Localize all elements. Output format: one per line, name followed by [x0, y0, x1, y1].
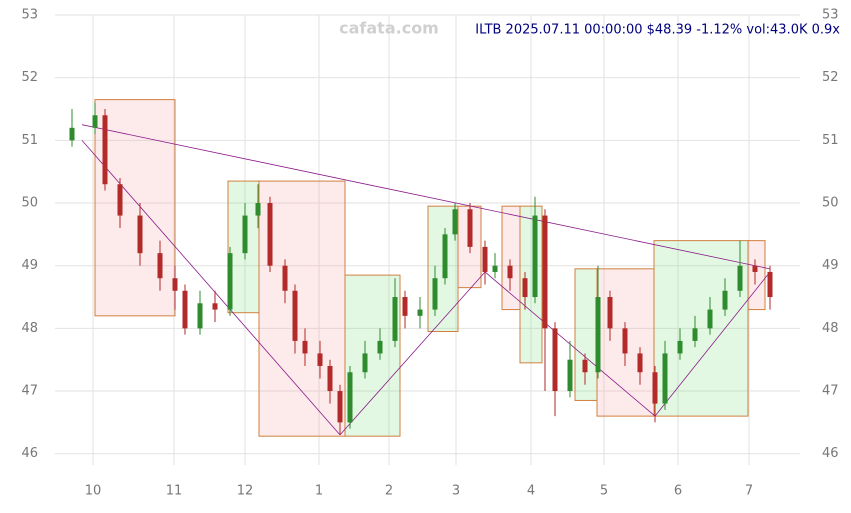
y-tick-label: 47 [21, 384, 38, 399]
candle-body [582, 359, 588, 373]
candle-body [377, 340, 383, 354]
x-tick-label: 6 [674, 484, 682, 499]
range-box [258, 180, 346, 437]
x-tick-label: 1 [315, 484, 323, 499]
candle-body [337, 391, 343, 423]
trend-line [339, 271, 486, 436]
y-tick-label: 49 [21, 258, 38, 273]
candle-body [227, 253, 233, 310]
candle-body [69, 127, 75, 141]
candle-body [522, 278, 528, 298]
candle-body [652, 372, 658, 404]
candle-body [182, 290, 188, 329]
candle-body [197, 303, 203, 329]
candle-body [347, 372, 353, 423]
candle-body [302, 340, 308, 354]
candle-body [492, 265, 498, 272]
candle-body [662, 353, 668, 404]
x-tick-label: 11 [166, 484, 183, 499]
y-tick-label-right: 46 [822, 446, 839, 461]
candle-body [622, 328, 628, 354]
x-tick-label: 10 [85, 484, 102, 499]
candle-body [595, 297, 601, 373]
candle-body [567, 359, 573, 392]
range-box [344, 274, 401, 437]
candle-body [442, 234, 448, 279]
range-box [747, 240, 766, 311]
y-tick-label-right: 47 [822, 384, 839, 399]
candle-body [117, 184, 123, 216]
candle-body [255, 203, 261, 216]
candle-body [317, 353, 323, 366]
candle-body [157, 253, 163, 279]
candle-body [767, 271, 773, 298]
y-tick-label-right: 50 [822, 196, 839, 211]
x-tick-label: 3 [452, 484, 460, 499]
y-tick-label: 52 [21, 70, 38, 85]
x-tick-label: 7 [745, 484, 753, 499]
candle-body [282, 265, 288, 291]
y-tick-label-right: 48 [822, 321, 839, 336]
y-tick-label: 48 [21, 321, 38, 336]
candle-body [362, 353, 368, 373]
candle-body [637, 353, 643, 373]
x-tick-label: 12 [237, 484, 254, 499]
candle-body [292, 290, 298, 341]
candle-body [552, 328, 558, 392]
y-tick-label: 50 [21, 196, 38, 211]
candle-body [507, 265, 513, 279]
candle-body [212, 303, 218, 310]
candle-body [722, 290, 728, 310]
candle-body [392, 297, 398, 341]
trend-line [81, 140, 341, 436]
range-box [653, 240, 749, 417]
x-tick-label: 5 [600, 484, 608, 499]
candle-body [607, 297, 613, 329]
candle-body [137, 215, 143, 254]
y-tick-label-right: 49 [822, 258, 839, 273]
y-tick-label-right: 53 [822, 8, 839, 23]
watermark: cafata.com [339, 19, 439, 38]
candle-body [242, 215, 248, 254]
candle-body [102, 115, 108, 185]
y-tick-label: 53 [21, 8, 38, 23]
candle-body [532, 215, 538, 298]
candle-body [482, 246, 488, 272]
trend-line [654, 271, 771, 417]
candle-body [172, 278, 178, 291]
x-tick-label: 4 [527, 484, 535, 499]
candle-body [692, 328, 698, 341]
candle-body [677, 340, 683, 354]
candle-body [452, 209, 458, 235]
y-tick-label: 46 [21, 446, 38, 461]
candle-body [752, 265, 758, 272]
candle-body [737, 265, 743, 291]
candle-body [267, 203, 273, 266]
candle-body [467, 209, 473, 247]
trend-line [81, 124, 771, 270]
range-box [574, 268, 598, 401]
candle-body [432, 278, 438, 310]
candle-body [327, 365, 333, 392]
y-tick-label-right: 52 [822, 70, 839, 85]
candle-body [92, 115, 98, 128]
y-tick-label: 51 [21, 133, 38, 148]
candle-body [542, 215, 548, 329]
range-box [94, 99, 176, 317]
candle-body [417, 309, 423, 316]
y-tick-label-right: 51 [822, 133, 839, 148]
x-tick-label: 2 [385, 484, 393, 499]
chart-title: ILTB 2025.07.11 00:00:00 $48.39 -1.12% v… [475, 23, 840, 38]
candle-body [707, 309, 713, 329]
candle-body [402, 297, 408, 316]
